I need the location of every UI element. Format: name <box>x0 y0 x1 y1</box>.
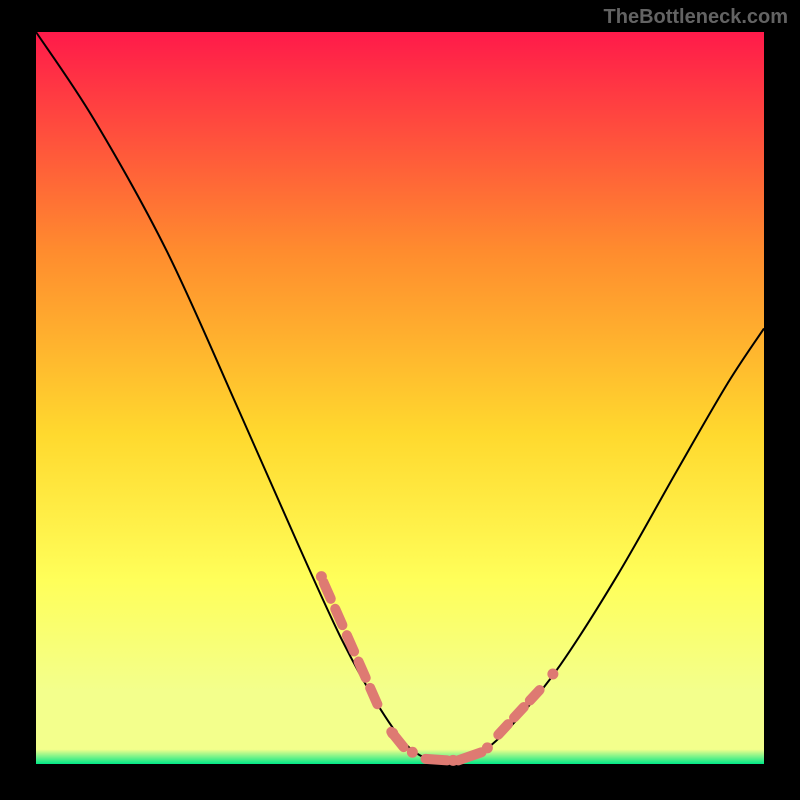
chart-container: TheBottleneck.com <box>0 0 800 800</box>
bottleneck-chart <box>0 0 800 800</box>
watermark-text: TheBottleneck.com <box>604 6 788 29</box>
